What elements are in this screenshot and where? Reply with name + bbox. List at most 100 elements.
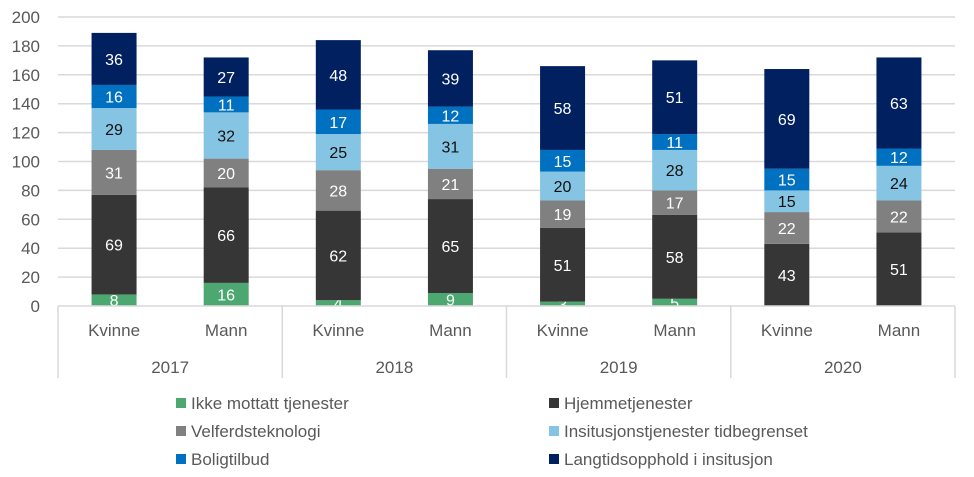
- data-label: 15: [778, 194, 796, 211]
- y-tick-label: 20: [21, 268, 40, 287]
- legend-swatch: [176, 426, 186, 436]
- x-category-label: Kvinne: [88, 321, 140, 340]
- legend-swatch: [549, 454, 559, 464]
- bar-segment: [427, 106, 473, 124]
- data-label: 66: [217, 228, 235, 245]
- x-category-label: Kvinne: [537, 321, 589, 340]
- data-label: 16: [217, 287, 235, 304]
- legend-label: Ikke mottatt tjenester: [191, 394, 349, 413]
- legend-label: Hjemmetjenester: [564, 394, 693, 413]
- x-category-label: Mann: [429, 321, 472, 340]
- y-tick-label: 0: [31, 297, 40, 316]
- bar-segment: [203, 282, 249, 306]
- data-label: 22: [890, 209, 908, 226]
- data-label: 31: [442, 139, 460, 156]
- data-label: 4: [334, 296, 343, 313]
- bar-segment: [764, 69, 810, 169]
- bar-segment: [540, 227, 586, 302]
- legend-label: Langtidsopphold i insitusjon: [564, 450, 773, 469]
- data-label: 25: [329, 145, 347, 162]
- x-group-label: 2020: [824, 358, 862, 377]
- legend-label: Boligtilbud: [191, 450, 269, 469]
- data-label: 17: [666, 196, 684, 213]
- data-label: 12: [442, 108, 460, 125]
- bar-segment: [540, 149, 586, 172]
- data-label: 65: [442, 239, 460, 256]
- bar-segment: [203, 96, 249, 113]
- bar-segment: [540, 200, 586, 228]
- data-label: 11: [666, 135, 683, 152]
- data-label: 20: [217, 166, 235, 183]
- x-group-label: 2019: [600, 358, 638, 377]
- bar-segment: [652, 190, 698, 215]
- legend-swatch: [549, 398, 559, 408]
- data-label: 39: [442, 71, 460, 88]
- bar-segment: [652, 149, 698, 191]
- bar-segment: [876, 165, 922, 201]
- bar-segment: [91, 294, 137, 306]
- bar-segment: [315, 109, 361, 135]
- data-label: 48: [329, 68, 347, 85]
- x-group-label: 2018: [375, 358, 413, 377]
- bar-segment: [652, 60, 698, 135]
- y-tick-label: 40: [21, 239, 40, 258]
- bar-segment: [91, 108, 137, 150]
- legend-swatch: [176, 398, 186, 408]
- data-label: 36: [105, 52, 123, 69]
- bar-segment: [652, 214, 698, 299]
- y-tick-label: 140: [12, 95, 40, 114]
- x-group-label: 2017: [151, 358, 189, 377]
- legend-label: Velferdsteknologi: [191, 422, 320, 441]
- bar-segment: [315, 134, 361, 171]
- bar-segment: [203, 187, 249, 283]
- x-category-label: Mann: [205, 321, 248, 340]
- data-label: 69: [778, 112, 796, 129]
- bar-segment: [315, 210, 361, 301]
- bar-segment: [91, 149, 137, 195]
- data-label: 19: [554, 207, 572, 224]
- data-label: 8: [110, 293, 119, 310]
- bar-segment: [91, 84, 137, 109]
- bar-segment: [764, 168, 810, 191]
- data-label: 11: [218, 97, 235, 114]
- data-label: 28: [329, 183, 347, 200]
- bar-segment: [764, 190, 810, 213]
- x-category-label: Mann: [653, 321, 696, 340]
- y-tick-label: 80: [21, 181, 40, 200]
- bar-segment: [540, 66, 586, 150]
- data-label: 62: [329, 248, 347, 265]
- x-category-label: Mann: [878, 321, 921, 340]
- y-tick-label: 60: [21, 210, 40, 229]
- data-label: 51: [554, 258, 572, 275]
- bar-segment: [540, 301, 586, 306]
- data-label: 15: [554, 154, 572, 171]
- data-label: 43: [778, 268, 796, 285]
- data-label: 69: [105, 238, 123, 255]
- bar-segment: [203, 57, 249, 97]
- y-tick-label: 120: [12, 124, 40, 143]
- data-label: 20: [554, 179, 572, 196]
- data-label: 58: [554, 101, 572, 118]
- bar-segment: [427, 168, 473, 200]
- y-tick-label: 180: [12, 37, 40, 56]
- data-label: 31: [105, 165, 123, 182]
- bar-segment: [876, 148, 922, 166]
- data-label: 63: [890, 96, 908, 113]
- y-tick-label: 160: [12, 66, 40, 85]
- bar-segment: [315, 40, 361, 110]
- data-label: 12: [890, 150, 908, 167]
- data-label: 22: [778, 221, 796, 238]
- data-label: 58: [666, 250, 684, 267]
- x-category-label: Kvinne: [761, 321, 813, 340]
- data-label: 27: [217, 70, 235, 87]
- bar-segment: [427, 50, 473, 107]
- data-label: 51: [666, 90, 684, 107]
- x-category-label: Kvinne: [312, 321, 364, 340]
- bar-segment: [203, 158, 249, 188]
- bar-segment: [315, 300, 361, 306]
- data-label: 51: [890, 262, 908, 279]
- bar-segment: [91, 32, 137, 85]
- legend-swatch: [549, 426, 559, 436]
- data-label: 29: [105, 122, 123, 139]
